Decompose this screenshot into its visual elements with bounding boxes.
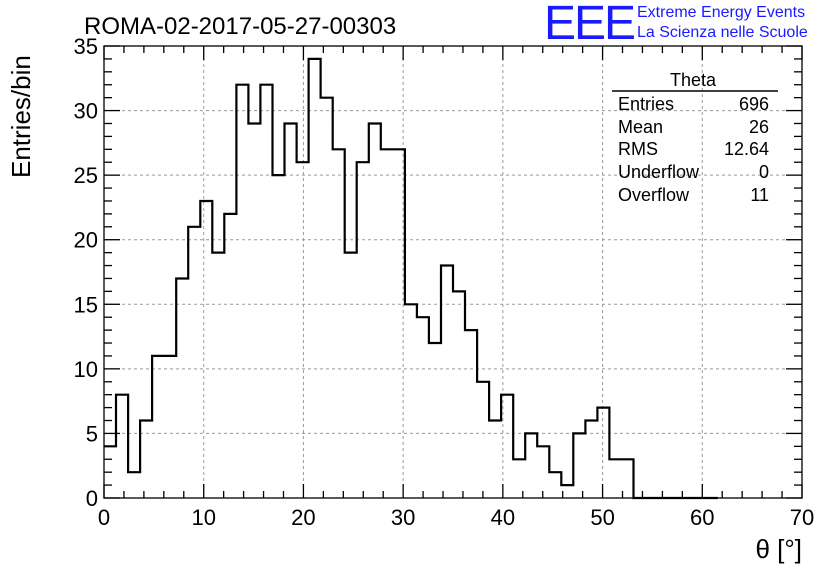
x-tick-label: 70 [790, 505, 814, 530]
x-tick-label: 10 [191, 505, 215, 530]
logo-mark: EEE [544, 0, 636, 50]
x-tick-label: 30 [391, 505, 415, 530]
x-axis-label: θ [°] [755, 534, 802, 564]
x-tick-label: 50 [590, 505, 614, 530]
y-tick-label: 0 [86, 486, 98, 511]
stats-label-entries: Entries [618, 94, 674, 114]
x-tick-label: 40 [491, 505, 515, 530]
grid-lines [104, 46, 802, 498]
y-tick-label: 35 [74, 34, 98, 59]
stats-label-rms: RMS [618, 139, 658, 159]
chart-title: ROMA-02-2017-05-27-00303 [84, 13, 396, 40]
x-tick-label: 20 [291, 505, 315, 530]
stats-value-underflow: 0 [759, 162, 769, 182]
x-tick-labels: 0 10 20 30 40 50 60 70 [98, 505, 814, 530]
stats-value-entries: 696 [739, 94, 769, 114]
y-tick-labels: 0 5 10 15 20 25 30 35 [74, 34, 98, 511]
y-tick-label: 20 [74, 228, 98, 253]
histogram-series [104, 57, 718, 500]
y-tick-label: 25 [74, 163, 98, 188]
stats-label-mean: Mean [618, 117, 663, 137]
y-tick-label: 30 [74, 99, 98, 124]
x-tick-label: 0 [98, 505, 110, 530]
stats-value-mean: 26 [749, 117, 769, 137]
y-tick-label: 15 [74, 292, 98, 317]
stats-value-rms: 12.64 [724, 139, 769, 159]
stats-value-overflow: 11 [750, 185, 769, 205]
x-tick-label: 60 [690, 505, 714, 530]
y-tick-label: 5 [86, 421, 98, 446]
y-tick-label: 10 [74, 357, 98, 382]
logo-line-1: Extreme Energy Events [637, 4, 806, 21]
stats-label-overflow: Overflow [618, 185, 690, 205]
stats-label-underflow: Underflow [618, 162, 700, 182]
stats-title: Theta [670, 70, 717, 90]
axis-ticks [103, 45, 803, 499]
y-axis-label: Entries/bin [6, 55, 36, 178]
plot-frame [103, 45, 803, 499]
eee-logo: EEE Extreme Energy Events La Scienza nel… [544, 0, 834, 50]
stats-box: Theta Entries 696 Mean 26 RMS 12.64 Unde… [612, 70, 778, 205]
logo-line-2: La Scienza nelle Scuole [637, 24, 808, 41]
